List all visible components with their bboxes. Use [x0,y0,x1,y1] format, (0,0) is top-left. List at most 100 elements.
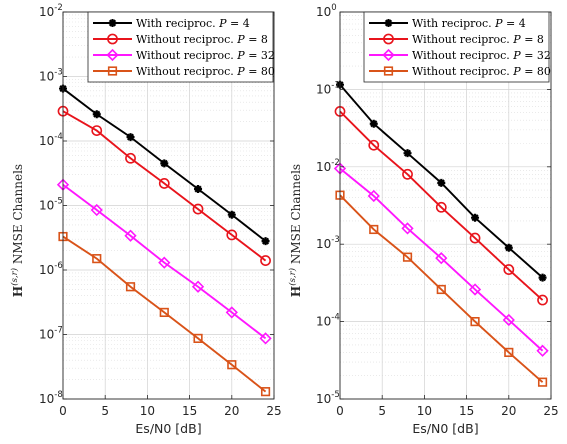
y-tick-label: 10-5 [39,197,63,213]
legend-label: Without reciproc. P = 32 [412,49,551,62]
marker-circle [537,294,548,306]
legend-item: Without reciproc. P = 32 [93,48,275,62]
marker-diamond [468,283,482,296]
y-tick-label: 10-2 [316,158,340,174]
series-line [62,235,267,393]
marker-asterisk [227,210,236,219]
y-tick-label: 10-1 [316,80,340,96]
legend-item: Without reciproc. P = 80 [93,65,275,78]
marker-square [92,254,102,264]
marker-diamond [191,280,205,293]
legend-item: With reciproc. P = 4 [93,17,250,30]
marker-square [504,347,514,358]
x-tick-label: 10 [140,404,155,418]
series-4 [58,231,271,397]
y-tick-label: 10-6 [39,261,63,277]
x-tick-label: 10 [417,404,432,418]
marker-asterisk [92,110,101,119]
marker-square [260,387,271,397]
legend-label: With reciproc. P = 4 [412,17,526,30]
marker-asterisk [160,159,169,168]
marker-circle [192,203,204,215]
series-3 [333,162,549,357]
marker-diamond [367,189,380,203]
marker-circle [260,255,271,266]
legend-label: Without reciproc. P = 80 [136,65,275,78]
x-tick-label: 15 [182,404,197,418]
marker-square [537,377,548,387]
series-line [339,194,544,383]
marker-square [107,66,118,76]
legend: With reciproc. P = 4 Without reciproc. P … [87,11,275,83]
x-tick-label: 0 [336,404,344,418]
marker-diamond [401,222,414,235]
marker-circle [383,33,394,45]
marker-diamond [502,313,515,327]
marker-square [227,360,237,370]
chart-panel-1: 0 5 10 15 20 25 10-8 10-7 10-6 10-5 10-4 10-3 10-2 Es… [9,3,282,436]
marker-square [369,224,379,235]
series-line [62,183,267,340]
legend-label: With reciproc. P = 4 [136,17,250,30]
marker-square [436,284,446,295]
y-tick-label: 10-3 [316,235,340,251]
marker-circle [469,232,481,244]
marker-circle [107,33,118,45]
marker-square [159,307,169,318]
series-2 [57,105,271,266]
marker-asterisk [261,237,270,246]
y-tick-label: 10-3 [39,68,63,84]
marker-asterisk [403,149,412,158]
marker-square [402,252,413,262]
marker-diamond [435,252,448,265]
marker-asterisk [504,243,513,252]
x-tick-label: 20 [501,404,516,418]
y-tick-label: 10-7 [39,326,63,342]
marker-circle [226,229,238,241]
marker-square [383,66,394,76]
marker-asterisk [369,119,378,128]
y-tick-label: 100 [316,3,337,19]
y-tick-label: 10-5 [316,390,340,406]
x-axis-label: Es/N0 [dB] [135,421,201,436]
legend-label: Without reciproc. P = 8 [136,33,268,46]
legend-item: Without reciproc. P = 8 [93,33,268,46]
marker-asterisk [538,273,547,282]
marker-diamond [124,229,137,242]
marker-circle [503,264,515,275]
chart-panel-2: 0 5 10 15 20 25 10-5 10-4 10-3 10-2 10-1 100 Es/N0 [… [287,3,559,436]
marker-diamond [259,332,272,345]
x-tick-label: 5 [101,404,109,418]
y-axis-label: H(s,r) NMSE Channels [287,164,303,297]
series-3 [56,178,272,345]
y-tick-label: 10-4 [39,132,63,148]
x-axis-label: Es/N0 [dB] [412,421,478,436]
y-axis-label: H(s,r) NMSE Channels [9,164,25,297]
legend-label: Without reciproc. P = 32 [136,49,275,62]
y-tick-label: 10-8 [39,390,63,406]
legend-item: Without reciproc. P = 80 [369,65,551,78]
marker-circle [125,152,136,164]
marker-asterisk [384,19,393,27]
marker-diamond [536,344,549,357]
marker-square [193,333,203,344]
legend-item: Without reciproc. P = 8 [369,33,544,46]
marker-asterisk [126,133,135,142]
marker-asterisk [108,19,117,27]
marker-diamond [90,203,103,217]
marker-square [470,316,480,327]
legend-label: Without reciproc. P = 8 [412,33,544,46]
x-tick-label: 15 [459,404,474,418]
x-tick-label: 25 [266,404,281,418]
marker-asterisk [471,213,480,222]
series-line [339,167,544,352]
marker-circle [158,178,170,189]
legend-item: Without reciproc. P = 32 [369,48,551,62]
marker-diamond [225,306,238,319]
marker-asterisk [437,178,446,187]
x-tick-label: 25 [543,404,558,418]
x-tick-label: 20 [224,404,239,418]
legend-item: With reciproc. P = 4 [369,17,526,30]
marker-circle [91,125,103,136]
